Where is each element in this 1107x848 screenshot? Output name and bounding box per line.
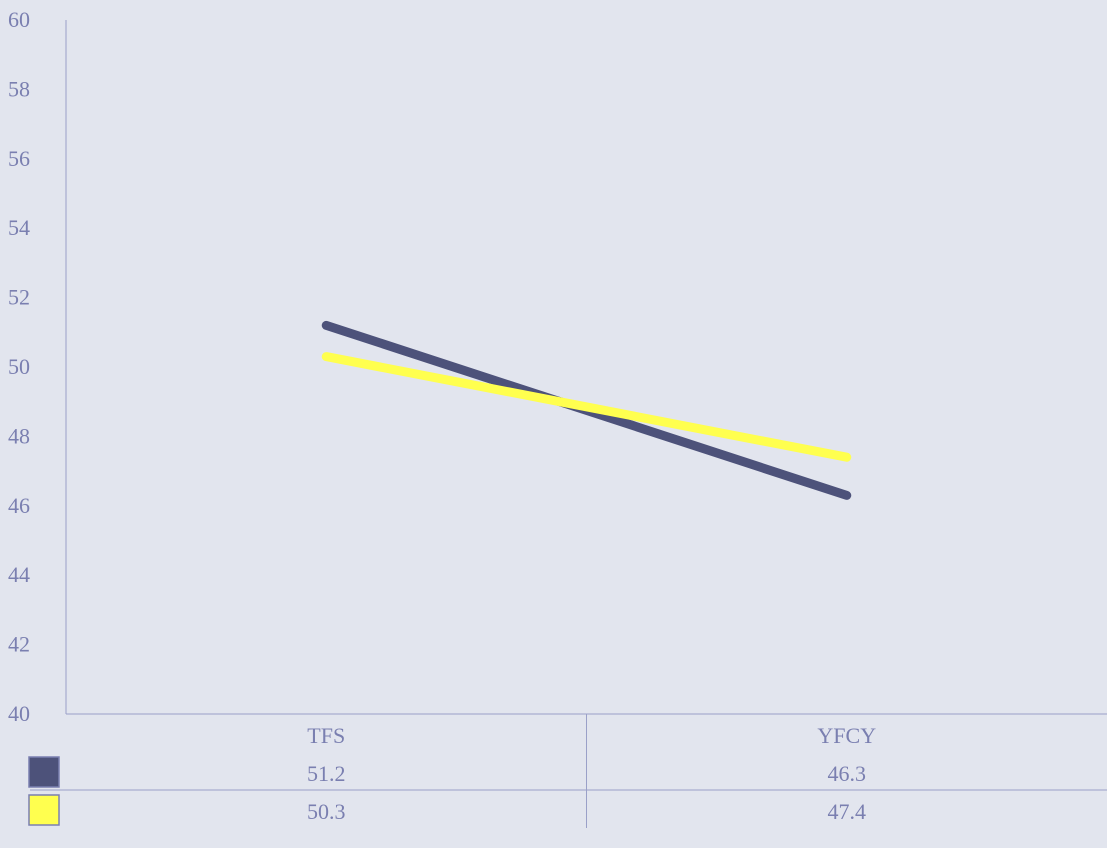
- series-line-2: [321, 352, 852, 462]
- legend-key-series-2: [28, 794, 60, 826]
- data-table-cell: 50.3: [307, 799, 346, 824]
- y-tick-label: 54: [8, 215, 30, 240]
- y-tick-label: 50: [8, 354, 30, 379]
- y-tick-label: 48: [8, 423, 30, 448]
- y-tick-label: 44: [8, 562, 30, 587]
- y-tick-label: 42: [8, 632, 30, 657]
- x-category-label: TFS: [307, 723, 345, 748]
- y-tick-label: 56: [8, 146, 30, 171]
- y-tick-label: 40: [8, 701, 30, 726]
- y-axis: 40 42 44 46 48 50 52 54 56 58 60: [8, 7, 67, 726]
- y-tick-label: 52: [8, 285, 30, 310]
- data-table-cell: 51.2: [307, 761, 346, 786]
- x-category-label: YFCY: [817, 723, 876, 748]
- data-table-cell: 46.3: [828, 761, 867, 786]
- plot-area: [66, 320, 1107, 715]
- data-table: TFS YFCY 51.2 46.3 50.3 47.4: [28, 714, 1107, 828]
- data-table-cell: 47.4: [828, 799, 867, 824]
- y-tick-label: 46: [8, 493, 30, 518]
- legend-key-series-1: [28, 756, 60, 788]
- y-tick-label: 60: [8, 7, 30, 32]
- y-tick-label: 58: [8, 76, 30, 101]
